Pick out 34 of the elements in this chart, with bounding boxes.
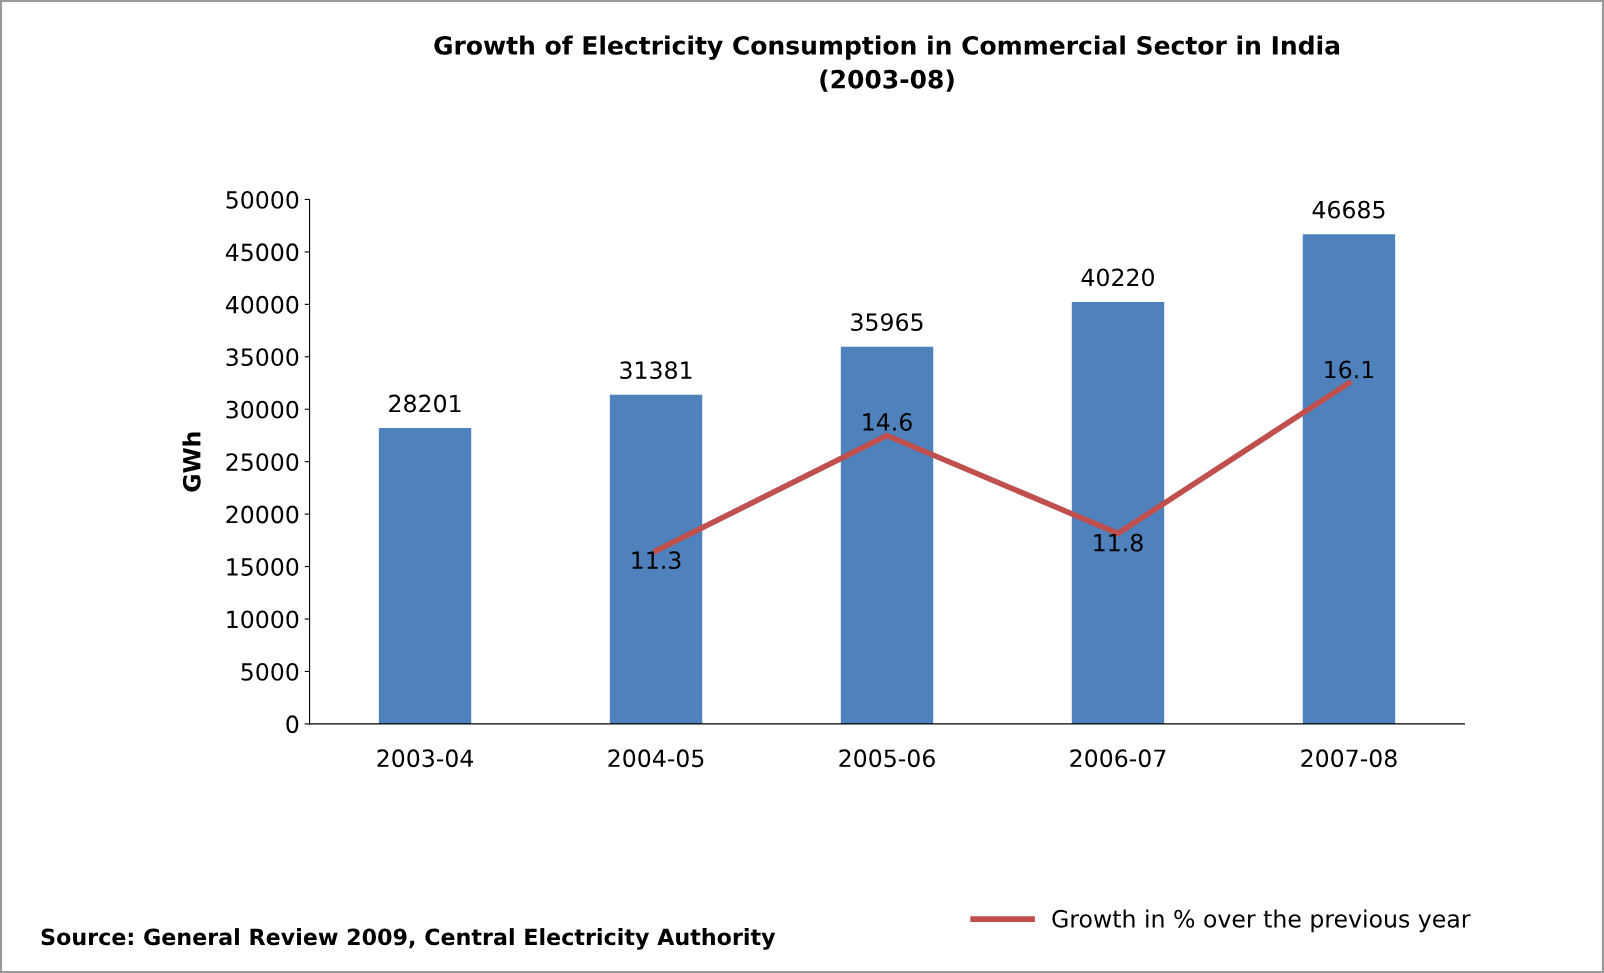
y-tick-label: 15000 [227, 558, 299, 576]
data-label: 40220 [1081, 268, 1154, 287]
y-tick-label: 50000 [226, 190, 299, 209]
x-tick-label: 2003-04 [377, 749, 474, 768]
y-tick-label: 25000 [226, 453, 299, 471]
y-tick-label: 35000 [226, 348, 299, 367]
y-tick-label: 5000 [241, 662, 299, 681]
y-tick-label: 30000 [226, 400, 299, 419]
legend-label: Growth in % over the previous year [1052, 909, 1471, 933]
data-label: 31381 [620, 361, 692, 380]
x-tick-label: 2007-08 [1301, 749, 1397, 768]
data-label: 28201 [389, 394, 461, 413]
data-label: 14.6 [863, 413, 912, 431]
bar [609, 394, 703, 724]
y-tick-label: 40000 [225, 295, 299, 314]
x-tick-label: 2006-07 [1070, 749, 1166, 768]
data-label: 35965 [851, 313, 923, 331]
chart-title: Growth of Electricity Consumption in Commercial Sector in India (2003-08) [434, 35, 1340, 92]
data-label: 11.3 [632, 551, 681, 570]
bar [1302, 234, 1396, 724]
x-tick-label: 2005-06 [839, 749, 935, 768]
data-label: 11.8 [1094, 533, 1143, 552]
y-tick-label: 0 [286, 715, 299, 734]
bar [1071, 302, 1165, 724]
x-tick-label: 2004-05 [608, 749, 704, 768]
y-tick-label: 45000 [225, 243, 299, 262]
data-label: 46685 [1312, 200, 1385, 219]
bar [840, 346, 934, 724]
data-label: 16.1 [1325, 360, 1374, 379]
y-tick-label: 10000 [227, 610, 299, 629]
source-note: Source: General Review 2009, Central Electricity Authority [41, 928, 776, 950]
y-axis-title: GWh [182, 432, 201, 492]
y-tick-label: 20000 [226, 505, 299, 524]
bar [378, 428, 472, 724]
